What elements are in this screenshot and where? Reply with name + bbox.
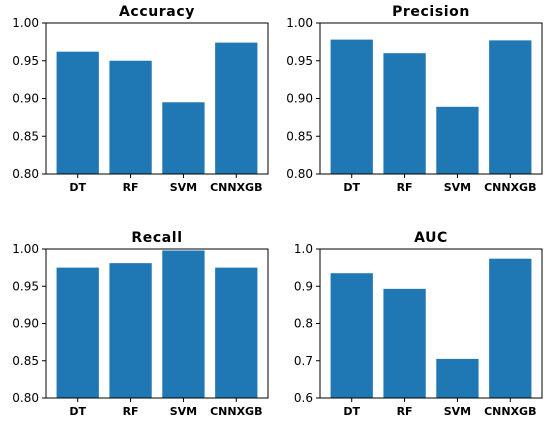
y-tick-label: 0.85 <box>12 354 39 368</box>
y-tick-label: 0.85 <box>286 129 313 143</box>
bar-rf <box>383 53 426 175</box>
y-tick-label: 0.6 <box>294 391 313 405</box>
bar-svm <box>162 102 205 174</box>
bar-svm <box>436 358 479 398</box>
chart-title: Recall <box>131 230 182 246</box>
x-tick-label-svm: SVM <box>170 181 197 194</box>
chart-panel-3: DT RF SVM CNNXGB 0.6 0.7 0.8 0.9 1.0 AUC <box>294 230 543 418</box>
chart-panel-2: DT RF SVM CNNXGB 0.80 0.85 0.90 0.95 1.00 Recall <box>12 230 269 418</box>
y-tick-label: 0.80 <box>12 391 39 405</box>
plot-frame <box>45 22 269 175</box>
y-tick-label: 0.95 <box>12 54 39 68</box>
bar-rf <box>109 60 152 174</box>
bar-dt <box>330 273 373 398</box>
y-tick-label: 0.8 <box>294 317 313 331</box>
chart-title: Precision <box>392 4 470 20</box>
bar-dt <box>56 267 99 399</box>
bar-dt <box>330 39 373 174</box>
x-tick-label-svm: SVM <box>170 405 197 418</box>
y-tick-label: 0.9 <box>294 279 313 293</box>
plot-frame <box>45 248 269 399</box>
chart-panel-1: DT RF SVM CNNXGB 0.80 0.85 0.90 0.95 1.00 Precisi… <box>286 4 543 194</box>
y-tick-label: 0.95 <box>12 279 39 293</box>
y-tick-label: 0.80 <box>12 167 39 181</box>
plot-frame <box>319 248 543 399</box>
y-tick-label: 0.90 <box>12 92 39 106</box>
bar-cnnxgb <box>489 258 532 398</box>
y-tick-label: 1.00 <box>12 16 39 30</box>
y-tick-label: 1.0 <box>294 242 313 256</box>
y-tick-label: 0.90 <box>286 92 313 106</box>
bar-rf <box>109 263 152 398</box>
x-tick-label-rf: RF <box>123 405 139 418</box>
x-tick-label-rf: RF <box>123 181 139 194</box>
bar-rf <box>383 288 426 398</box>
chart-title: AUC <box>414 230 448 246</box>
x-tick-label-dt: DT <box>69 405 86 418</box>
x-tick-label-cnnxgb: CNNXGB <box>484 405 536 418</box>
bar-svm <box>436 106 479 174</box>
x-tick-label-rf: RF <box>397 405 413 418</box>
x-tick-label-cnnxgb: CNNXGB <box>210 405 262 418</box>
x-tick-label-dt: DT <box>343 405 360 418</box>
chart-panel-0: DT RF SVM CNNXGB 0.80 0.85 0.90 0.95 1.00 Accurac… <box>12 4 269 194</box>
x-tick-label-cnnxgb: CNNXGB <box>210 181 262 194</box>
x-tick-label-rf: RF <box>397 181 413 194</box>
y-tick-label: 0.85 <box>12 129 39 143</box>
bar-dt <box>56 51 99 174</box>
x-tick-label-dt: DT <box>343 181 360 194</box>
chart-title: Accuracy <box>119 4 195 20</box>
bar-svm <box>162 250 205 398</box>
bar-cnnxgb <box>215 267 258 399</box>
y-tick-label: 0.80 <box>286 167 313 181</box>
x-tick-label-svm: SVM <box>444 405 471 418</box>
y-tick-label: 0.7 <box>294 354 313 368</box>
y-tick-label: 1.00 <box>286 16 313 30</box>
y-tick-label: 0.95 <box>286 54 313 68</box>
plot-frame <box>319 22 543 175</box>
x-tick-label-svm: SVM <box>444 181 471 194</box>
y-tick-label: 0.90 <box>12 317 39 331</box>
bar-cnnxgb <box>489 40 532 175</box>
y-tick-label: 1.00 <box>12 242 39 256</box>
bar-cnnxgb <box>215 42 258 174</box>
x-tick-label-cnnxgb: CNNXGB <box>484 181 536 194</box>
x-tick-label-dt: DT <box>69 181 86 194</box>
